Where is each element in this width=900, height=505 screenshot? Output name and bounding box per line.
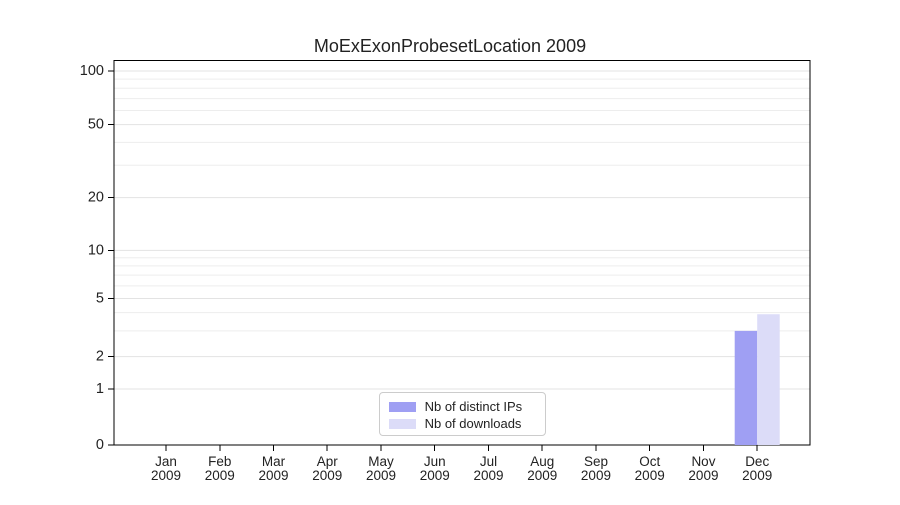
svg-text:100: 100 <box>80 63 104 79</box>
svg-text:Jun: Jun <box>424 454 446 469</box>
svg-text:2009: 2009 <box>581 468 611 483</box>
svg-text:2009: 2009 <box>205 468 235 483</box>
svg-text:2009: 2009 <box>420 468 450 483</box>
svg-text:20: 20 <box>88 190 104 206</box>
svg-text:Aug: Aug <box>530 454 554 469</box>
svg-text:Dec: Dec <box>745 454 769 469</box>
svg-text:2009: 2009 <box>312 468 342 483</box>
svg-text:Apr: Apr <box>317 454 339 469</box>
svg-text:2009: 2009 <box>473 468 503 483</box>
svg-text:5: 5 <box>96 291 104 307</box>
svg-text:2009: 2009 <box>688 468 718 483</box>
svg-text:2009: 2009 <box>635 468 665 483</box>
svg-text:2009: 2009 <box>258 468 288 483</box>
svg-text:May: May <box>368 454 394 469</box>
svg-text:1: 1 <box>96 381 104 397</box>
svg-text:Sep: Sep <box>584 454 608 469</box>
svg-text:2: 2 <box>96 349 104 365</box>
svg-text:Mar: Mar <box>262 454 286 469</box>
svg-text:0: 0 <box>96 437 104 453</box>
svg-text:2009: 2009 <box>527 468 557 483</box>
svg-text:10: 10 <box>88 242 104 258</box>
svg-text:2009: 2009 <box>742 468 772 483</box>
svg-text:50: 50 <box>88 117 104 133</box>
svg-text:Feb: Feb <box>208 454 231 469</box>
svg-text:2009: 2009 <box>366 468 396 483</box>
svg-text:Jan: Jan <box>155 454 177 469</box>
svg-text:Jul: Jul <box>480 454 497 469</box>
svg-text:2009: 2009 <box>151 468 181 483</box>
svg-text:Nov: Nov <box>691 454 715 469</box>
svg-text:Oct: Oct <box>639 454 660 469</box>
